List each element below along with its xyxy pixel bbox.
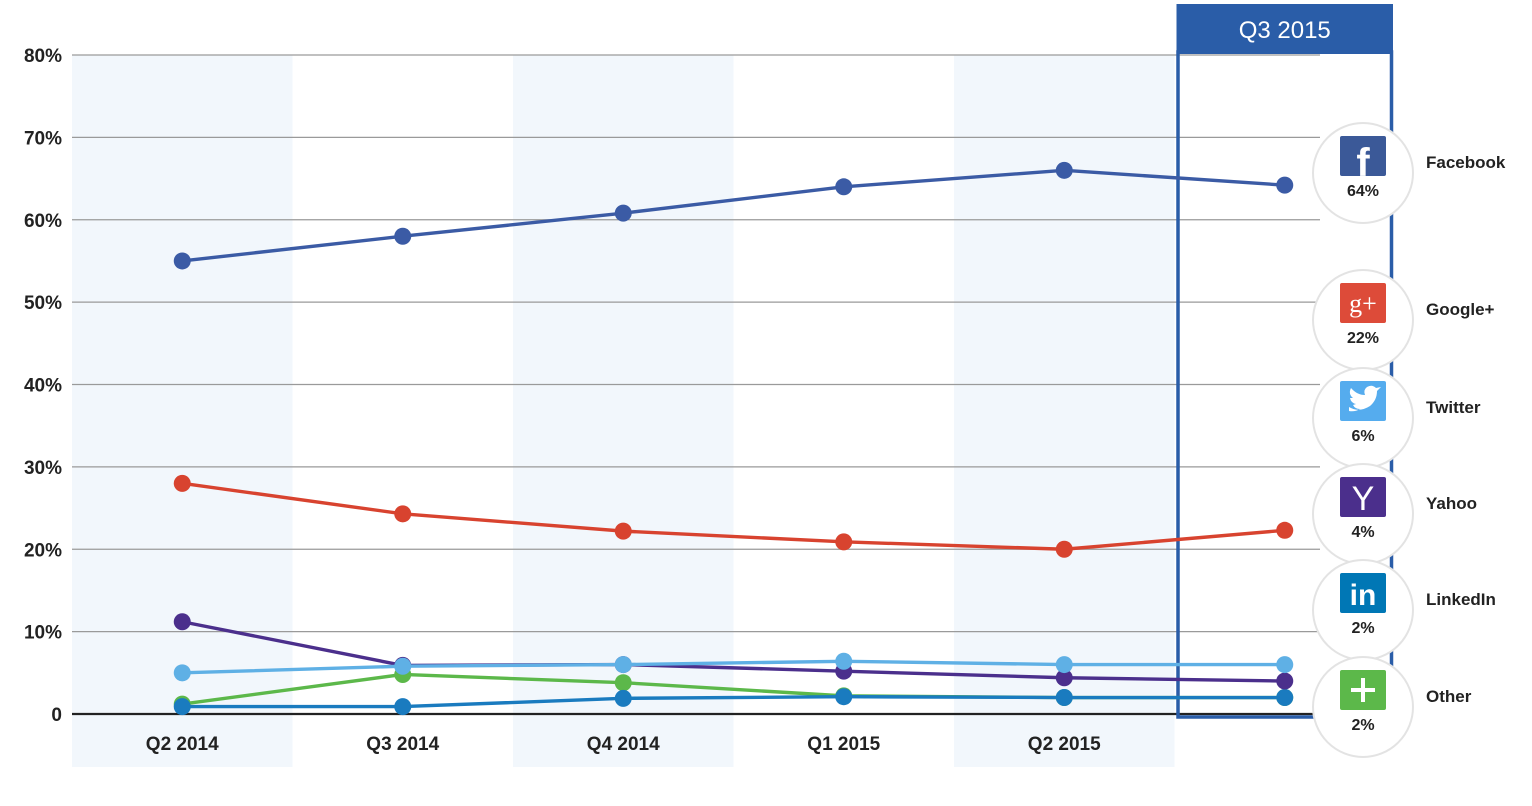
data-point-googleplus [1276,521,1294,539]
plus-icon [1340,670,1386,710]
highlight-title: Q3 2015 [1239,17,1331,44]
data-point-linkedin [1055,689,1073,707]
data-point-linkedin [173,698,191,716]
twitter-bird-glyph [1349,385,1381,412]
legend-value: 2% [1351,717,1374,734]
legend: f64% Facebook g+ 22% Google+ 6% Twitter Y 4% Yaho… [1312,122,1506,758]
linkedin-icon-tile [1340,573,1386,613]
google-plus-icon: g+ [1340,283,1386,323]
data-point-other [614,674,632,692]
y-tick-label: 80% [24,46,62,67]
legend-item-other: 2% Other [1312,656,1472,758]
y-tick-label: 30% [24,458,62,479]
y-tick-label: 60% [24,211,62,232]
facebook-icon-tile [1340,136,1386,176]
data-point-twitter [173,664,191,682]
legend-item-yahoo: Y 4% Yahoo [1312,463,1477,565]
plus-glyph-h [1351,688,1375,692]
data-point-googleplus [835,533,853,551]
series-facebook [173,161,1294,270]
legend-value: 2% [1351,620,1374,637]
legend-value: 6% [1351,428,1374,445]
series-linkedin [173,688,1294,716]
data-point-linkedin [835,688,853,706]
data-point-facebook [394,227,412,245]
column-band [72,55,293,767]
facebook-icon-glyph: f [1356,141,1370,185]
highlight-header [1176,4,1393,54]
data-point-twitter [835,652,853,670]
google-plus-icon-glyph: g+ [1349,289,1377,318]
data-point-twitter [1276,656,1294,674]
data-point-linkedin [1276,689,1294,707]
x-axis: Q2 2014 Q3 2014 Q4 2014 Q1 2015 Q2 2015 [146,734,1101,755]
legend-label: Other [1426,687,1472,706]
data-point-facebook [614,204,632,222]
y-tick-label: 20% [24,540,62,561]
legend-value: 4% [1351,524,1374,541]
linkedin-icon-glyph: in [1350,579,1377,612]
x-tick-label: Q4 2014 [587,734,660,755]
google-plus-icon-tile [1340,283,1386,323]
x-tick-label: Q2 2015 [1028,734,1101,755]
data-point-facebook [835,178,853,196]
facebook-icon: f [1340,136,1386,185]
data-point-yahoo [173,613,191,631]
twitter-icon [1340,381,1386,421]
linkedin-icon: in [1340,573,1386,613]
data-point-googleplus [394,505,412,523]
legend-value: 64% [1347,183,1379,200]
y-tick-label: 0 [51,705,62,726]
y-tick-label: 70% [24,128,62,149]
data-point-yahoo [1276,672,1294,690]
yahoo-icon-glyph: Y [1352,480,1375,518]
legend-label: Google+ [1426,300,1495,319]
series-line-googleplus [182,481,1285,551]
legend-label: Yahoo [1426,494,1477,513]
data-point-googleplus [614,522,632,540]
x-tick-label: Q3 2014 [366,734,439,755]
series-line-twitter [182,659,1285,675]
data-point-googleplus [173,474,191,492]
yahoo-icon-tile [1340,477,1386,517]
y-axis: 0 10% 20% 30% 40% 50% 60% 70% 80% [24,46,62,726]
data-point-facebook [1055,161,1073,179]
data-point-linkedin [394,698,412,716]
y-tick-label: 40% [24,376,62,397]
data-point-facebook [1276,176,1294,194]
legend-label: LinkedIn [1426,590,1496,609]
data-point-twitter [614,656,632,674]
series-line-facebook [182,168,1285,263]
series-line-linkedin [182,695,1285,709]
legend-label: Twitter [1426,398,1481,417]
data-point-twitter [394,657,412,675]
legend-item-googleplus: g+ 22% Google+ [1312,269,1495,371]
legend-item-twitter: 6% Twitter [1312,367,1481,469]
data-point-yahoo [1055,669,1073,687]
series-layer [173,161,1294,716]
column-band [513,55,734,767]
data-point-linkedin [614,689,632,707]
legend-item-linkedin: in 2% LinkedIn [1312,559,1496,661]
data-point-googleplus [1055,540,1073,558]
gridlines [72,54,1320,716]
y-tick-label: 10% [24,623,62,644]
legend-value: 22% [1347,330,1379,347]
series-line-yahoo [181,620,1285,683]
x-tick-label: Q1 2015 [807,734,880,755]
series-twitter [173,652,1294,682]
column-bands [72,55,1175,767]
data-point-facebook [173,252,191,270]
legend-item-facebook: f64% Facebook [1312,122,1506,224]
yahoo-icon: Y [1340,477,1386,518]
legend-label: Facebook [1426,153,1506,172]
data-point-twitter [1055,656,1073,674]
x-tick-label: Q2 2014 [146,734,219,755]
y-tick-label: 50% [24,293,62,314]
series-googleplus [173,474,1294,558]
